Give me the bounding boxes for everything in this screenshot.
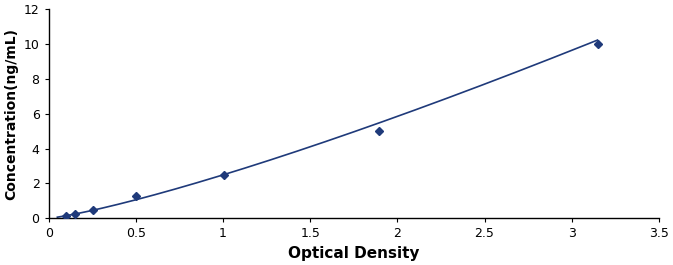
Y-axis label: Concentration(ng/mL): Concentration(ng/mL) (4, 28, 18, 200)
X-axis label: Optical Density: Optical Density (288, 246, 419, 261)
